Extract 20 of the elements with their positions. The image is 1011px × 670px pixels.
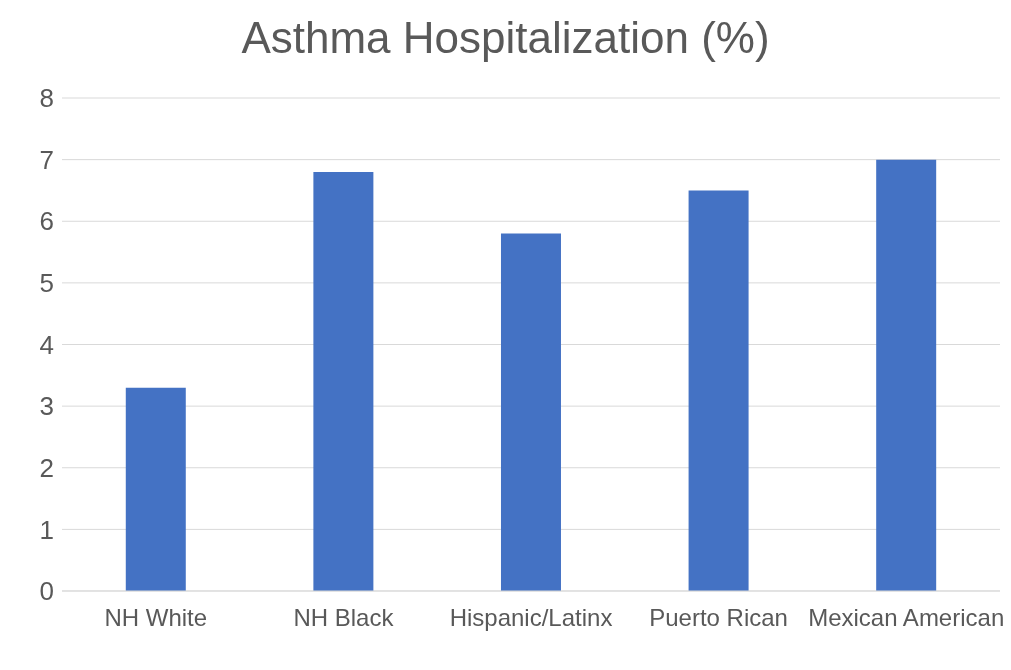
y-tick-label: 6 [39, 206, 54, 237]
y-tick-label: 4 [39, 329, 54, 360]
x-tick-label: Hispanic/Latinx [449, 604, 613, 632]
y-tick-label: 0 [39, 576, 54, 607]
y-tick-label: 5 [39, 268, 54, 299]
bar [688, 190, 749, 591]
chart-title: Asthma Hospitalization (%) [240, 12, 771, 64]
bar [876, 159, 937, 591]
bar [500, 233, 561, 591]
x-tick-label: NH Black [293, 604, 395, 632]
y-tick-label: 3 [39, 391, 54, 422]
x-tick-label: Mexican American [808, 604, 1005, 632]
bar [313, 171, 374, 591]
x-tick-label: NH White [104, 604, 208, 632]
y-tick-label: 8 [39, 83, 54, 114]
x-tick-label: Puerto Rican [649, 604, 788, 632]
bar [125, 387, 186, 591]
y-tick-label: 2 [39, 452, 54, 483]
y-tick-label: 1 [39, 514, 54, 545]
y-tick-label: 7 [39, 144, 54, 175]
